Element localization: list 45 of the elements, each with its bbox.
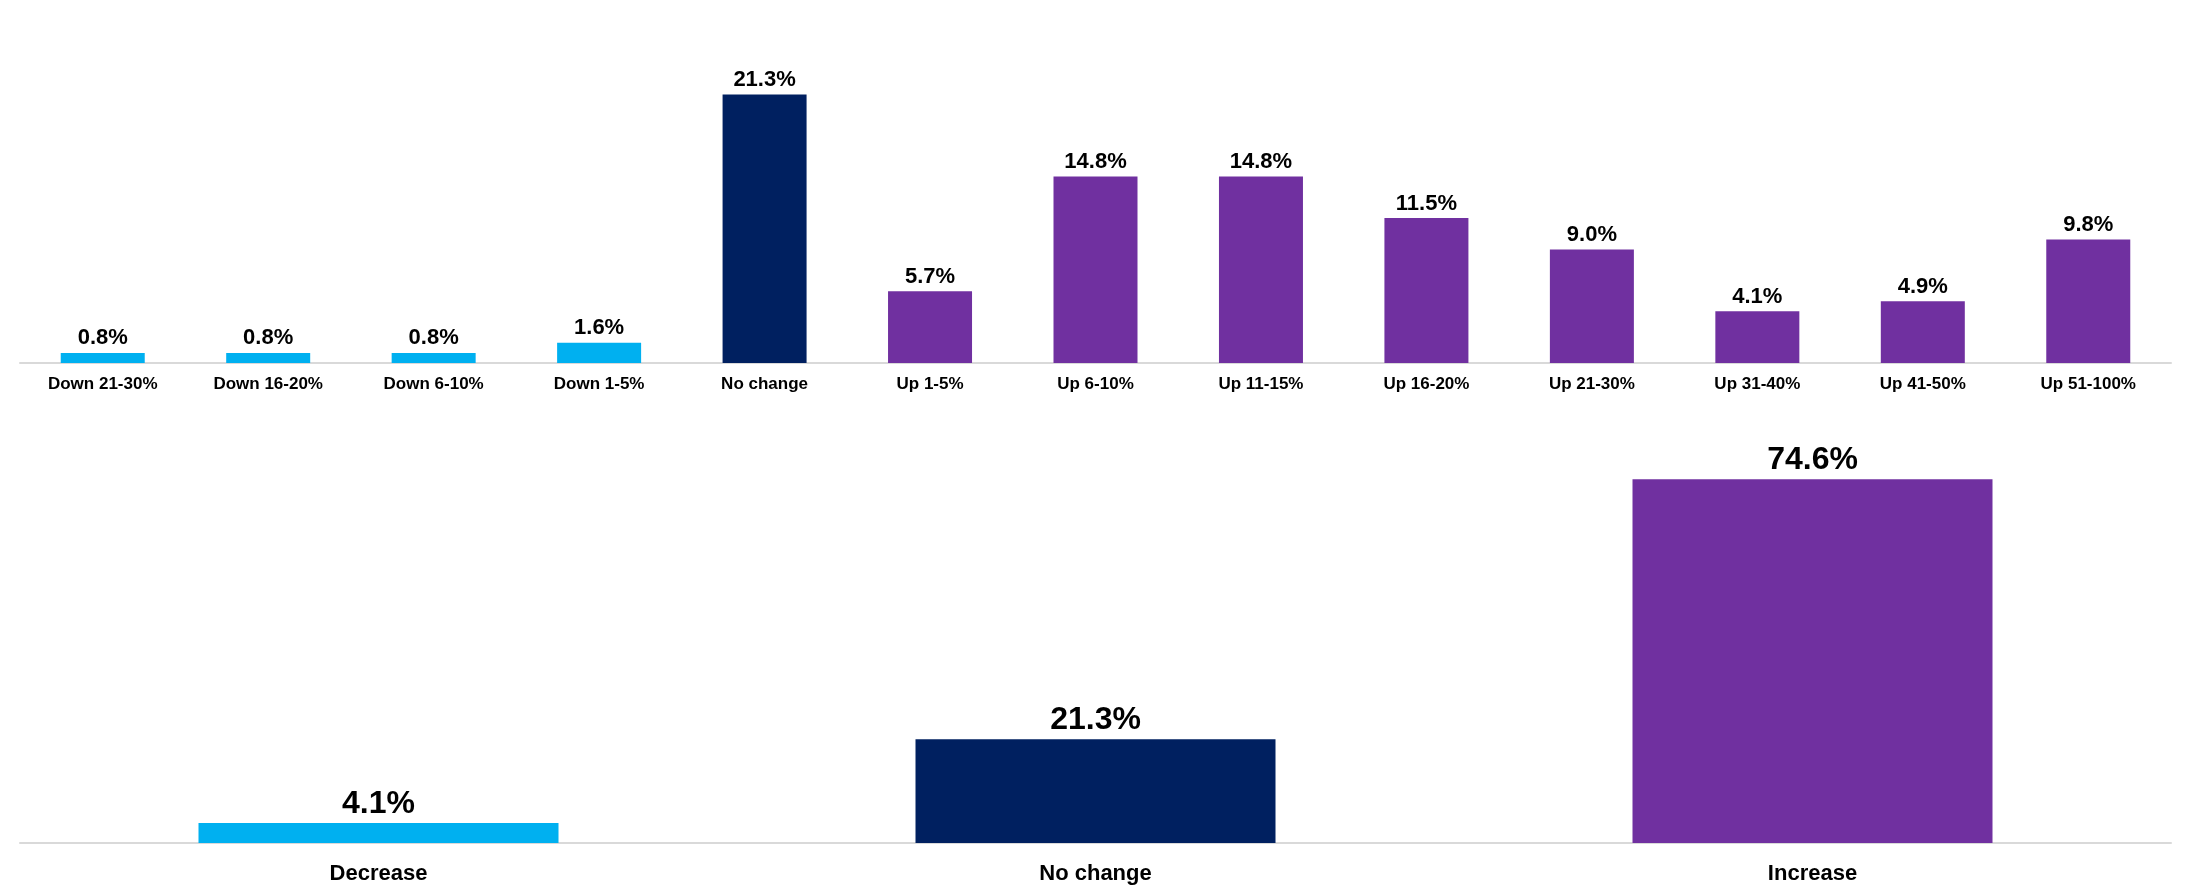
bar <box>557 342 642 363</box>
x-tick-label: Up 1-5% <box>896 374 964 393</box>
bar <box>1218 176 1303 363</box>
x-tick-label: Up 41-50% <box>1879 374 1966 393</box>
bar <box>391 352 476 363</box>
x-tick-label: Up 51-100% <box>2040 374 2136 393</box>
x-tick-label: No change <box>1039 859 1152 885</box>
data-label: 14.8% <box>1064 148 1127 174</box>
x-tick-label: No change <box>721 374 809 393</box>
data-label: 9.0% <box>1566 221 1617 247</box>
data-label: 14.8% <box>1229 148 1293 174</box>
x-tick-label: Up 6-10% <box>1057 374 1134 393</box>
data-label: 4.1% <box>342 784 415 821</box>
x-tick-label: Down 21-30% <box>47 374 158 393</box>
x-tick-label: Up 21-30% <box>1548 374 1635 393</box>
x-tick-label: Up 11-15% <box>1218 374 1304 393</box>
x-tick-label: Decrease <box>329 859 428 885</box>
data-label: 21.3% <box>1050 700 1141 737</box>
data-label: 4.9% <box>1897 272 1948 298</box>
x-tick-label: Increase <box>1767 859 1858 885</box>
bar <box>2046 239 2131 363</box>
data-label: 5.7% <box>904 262 956 288</box>
data-label: 0.8% <box>243 324 294 350</box>
bar <box>1384 218 1469 363</box>
x-tick-label: Down 6-10% <box>383 374 484 393</box>
bar <box>1880 301 1965 363</box>
data-label: 0.8% <box>77 324 128 350</box>
bar <box>888 291 973 363</box>
data-label: 9.8% <box>2063 211 2114 237</box>
data-label: 21.3% <box>733 66 796 92</box>
bar <box>226 352 311 363</box>
x-tick-label: Down 1-5% <box>553 374 645 393</box>
data-label: 1.6% <box>574 314 625 340</box>
data-label: 0.8% <box>408 324 459 350</box>
x-tick-label: Down 16-20% <box>213 374 323 393</box>
bar <box>60 352 145 363</box>
bar <box>722 94 807 363</box>
bar <box>1053 176 1138 363</box>
data-label: 74.6% <box>1767 440 1858 477</box>
bar <box>1715 311 1800 363</box>
bar <box>1549 249 1634 363</box>
data-label: 4.1% <box>1732 282 1783 308</box>
x-tick-label: Up 16-20% <box>1383 374 1470 393</box>
data-label: 11.5% <box>1395 189 1458 215</box>
x-tick-label: Up 31-40% <box>1714 374 1801 393</box>
